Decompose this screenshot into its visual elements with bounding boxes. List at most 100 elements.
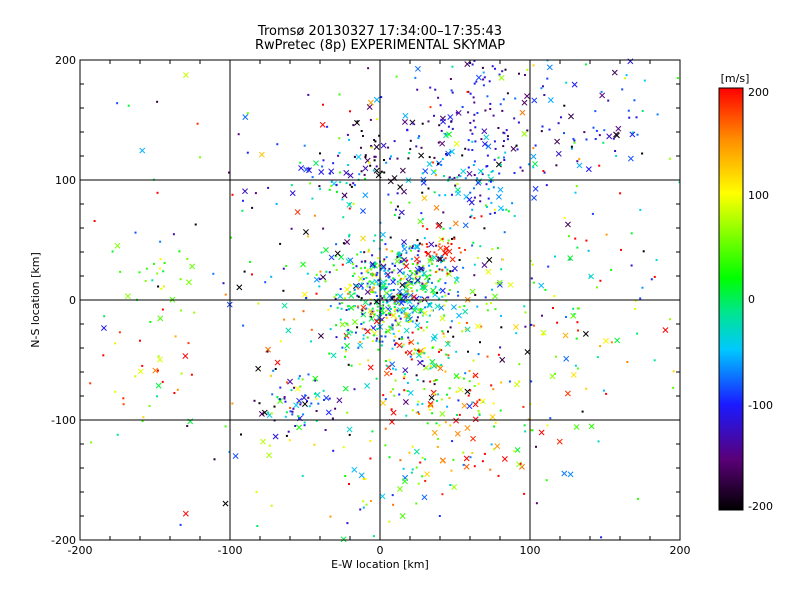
point-dot (436, 291, 439, 294)
point-dot (385, 301, 388, 304)
point-dot (434, 271, 437, 273)
point-dot (163, 262, 166, 264)
point-dot (545, 184, 548, 187)
point-dot (556, 321, 559, 324)
point-dot (329, 172, 331, 175)
x-tick-label: 0 (377, 544, 384, 557)
point-cross (449, 148, 455, 155)
point-dot (429, 274, 432, 277)
point-dot (471, 149, 474, 151)
point-cross (414, 278, 421, 285)
point-dot (403, 301, 406, 304)
point-cross (497, 186, 504, 193)
point-dot (116, 102, 119, 105)
point-dot (365, 503, 368, 506)
point-dot (370, 273, 373, 276)
point-dot (371, 340, 374, 343)
point-dot (576, 307, 579, 310)
point-dot (441, 268, 444, 271)
point-cross (384, 271, 391, 278)
point-dot (459, 175, 462, 178)
point-cross (446, 131, 453, 138)
point-dot (180, 372, 183, 375)
chart-subtitle: RwPretec (8p) EXPERIMENTAL SKYMAP (255, 38, 505, 53)
point-dot (486, 95, 489, 98)
point-dot (361, 327, 364, 330)
point-cross (313, 160, 319, 167)
point-dot (553, 295, 556, 297)
point-dot (484, 109, 487, 112)
point-dot (534, 144, 537, 147)
point-dot (488, 80, 491, 83)
point-dot (370, 145, 373, 147)
point-dot (435, 244, 438, 247)
point-dot (423, 237, 426, 240)
point-dot (354, 331, 357, 334)
point-dot (465, 321, 468, 324)
point-dot (367, 250, 370, 253)
point-dot (456, 182, 459, 185)
point-cross (466, 170, 473, 177)
point-dot (93, 220, 96, 222)
point-dot (392, 277, 395, 280)
point-dot (504, 151, 507, 154)
grid-lines (80, 60, 680, 540)
colorbar-frame (718, 87, 744, 511)
minor-ticks (79, 59, 681, 541)
point-dot (385, 316, 388, 319)
point-dot (574, 237, 577, 240)
point-dot (470, 214, 473, 217)
point-cross (513, 324, 519, 330)
point-dot (458, 174, 460, 177)
point-dot (639, 297, 642, 300)
point-dot (476, 305, 479, 308)
point-dot (469, 389, 472, 392)
point-dot (372, 291, 374, 294)
point-dot (103, 315, 106, 318)
point-dot (310, 402, 313, 405)
point-dot (423, 347, 426, 350)
point-dot (383, 295, 386, 297)
point-dot (468, 369, 471, 372)
point-dot (594, 110, 597, 113)
point-dot (387, 269, 390, 272)
point-dot (393, 140, 396, 143)
point-dot (391, 262, 394, 265)
point-dot (361, 309, 364, 312)
point-cross (185, 279, 192, 286)
point-dot (393, 394, 396, 397)
point-dot (523, 424, 526, 427)
point-dot (353, 388, 356, 391)
point-dot (628, 116, 631, 119)
point-dot (547, 265, 550, 268)
point-dot (422, 264, 425, 267)
point-dot (371, 254, 374, 257)
point-cross (413, 243, 420, 250)
point-dot (385, 286, 388, 289)
point-dot (626, 361, 629, 363)
point-cross (461, 402, 468, 409)
point-dot (114, 342, 117, 345)
point-dot (381, 304, 384, 307)
point-cross (507, 281, 514, 288)
point-cross (425, 250, 432, 257)
point-cross (345, 330, 352, 336)
point-cross (565, 221, 571, 228)
point-dot (385, 279, 388, 282)
point-dot (454, 184, 457, 187)
point-dot (599, 279, 602, 282)
point-dot (515, 332, 518, 335)
point-cross (570, 371, 577, 378)
point-cross (373, 167, 380, 174)
point-dot (477, 353, 480, 356)
point-dot (297, 377, 300, 380)
point-dot (526, 68, 529, 71)
point-dot (293, 386, 296, 389)
point-dot (353, 272, 356, 275)
point-dot (399, 293, 402, 296)
point-cross (463, 455, 470, 462)
point-dot (467, 139, 470, 142)
point-cross (514, 447, 521, 453)
point-dot (390, 250, 393, 253)
point-dot (441, 330, 444, 333)
